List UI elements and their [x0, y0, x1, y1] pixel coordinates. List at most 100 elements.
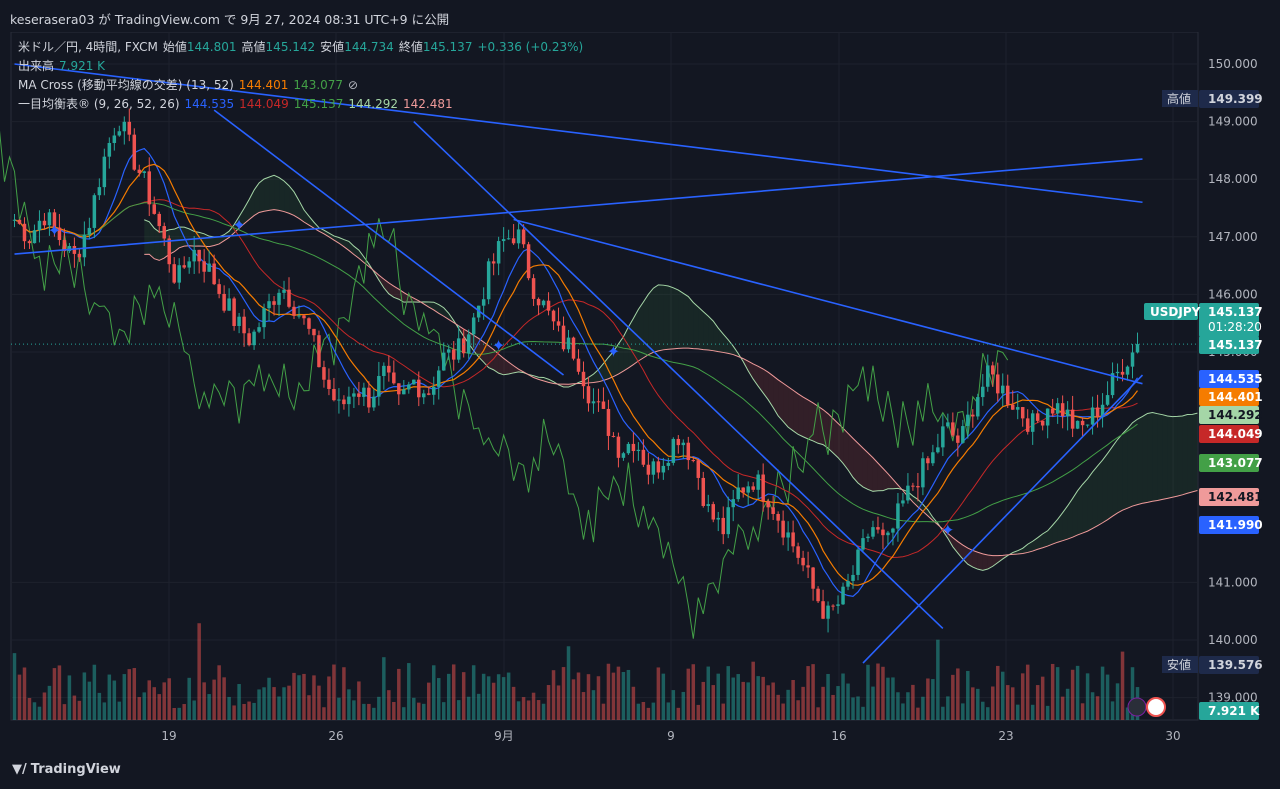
high-value: 145.142 [265, 40, 316, 54]
symbol-legend[interactable]: 米ドル／円, 4時間, FXCM 始値144.801 高値145.142 安値144.… [18, 38, 588, 55]
cloud-segment [284, 181, 290, 214]
trendline[interactable] [413, 121, 944, 630]
cloud-segment [338, 237, 344, 247]
time-label: 23 [998, 729, 1013, 743]
ma-cross-legend[interactable]: MA Cross (移動平均線の交差) (13, 52) 144.401 143.0… [18, 76, 363, 93]
volume-bar [726, 666, 730, 720]
volume-bar [776, 694, 780, 720]
cloud-segment [798, 393, 804, 437]
tradingview-logo[interactable]: ▼/TradingView [12, 762, 121, 777]
cloud-segment [693, 302, 699, 349]
volume-bar [237, 684, 241, 720]
volume-bar [576, 672, 581, 720]
volume-legend[interactable]: 出来高 7.921 K [18, 57, 110, 74]
candle-body [696, 460, 701, 478]
cloud-segment [618, 336, 624, 375]
cloud-segment [957, 541, 963, 560]
cloud-segment [658, 284, 664, 351]
cloud-segment [1047, 525, 1053, 547]
cloud-segment [593, 369, 599, 383]
candle-body [1005, 385, 1010, 405]
volume-bar [911, 684, 915, 720]
ichimoku-conversion-line [14, 147, 1138, 597]
trendline[interactable] [862, 374, 1144, 664]
cloud-segment [1117, 433, 1123, 513]
countdown-tag: 01:28:20 [1208, 320, 1262, 334]
candle-body [906, 485, 910, 501]
candle-body [1085, 424, 1090, 426]
cloud-segment [1082, 478, 1088, 534]
volume-bar [786, 689, 790, 720]
cloud-segment [1062, 505, 1068, 541]
volume-bar [466, 696, 471, 720]
volume-bar [247, 701, 251, 720]
candle-body [37, 220, 42, 231]
volume-bar [936, 639, 940, 720]
volume-bar [541, 703, 546, 720]
time-axis[interactable]: 19 26 9月 9 16 23 30 [161, 729, 1180, 743]
candle-body [137, 169, 142, 173]
candle-body [716, 517, 720, 520]
volume-bar [142, 692, 147, 720]
change-value: +0.336 (+0.23%) [477, 40, 584, 54]
cloud-segment [1127, 422, 1133, 509]
cloud-segment [1037, 533, 1043, 550]
symbol-name: 米ドル／円, 4時間, FXCM [18, 40, 158, 54]
volume-bar [222, 677, 226, 720]
cloud-segment [174, 227, 180, 252]
trendline[interactable] [513, 218, 1143, 385]
candle-body [456, 338, 461, 360]
candle-body [102, 156, 107, 188]
candle-body [247, 333, 251, 346]
cloud-segment [393, 286, 399, 300]
volume-bar [716, 673, 720, 720]
cloud-segment [833, 418, 839, 458]
candle-body [62, 240, 67, 252]
price-tick-label: 147.000 [1208, 230, 1258, 244]
cloud-segment [1022, 544, 1028, 554]
ichimoku-legend[interactable]: 一目均衡表® (9, 26, 52, 26) 144.535 144.049 145.… [18, 95, 458, 112]
volume-bar [751, 661, 755, 720]
volume-bar [561, 667, 566, 720]
volume-bar [1025, 664, 1030, 720]
cloud-segment [1017, 548, 1023, 555]
price-tag-bg [1199, 454, 1259, 472]
cloud-segment [838, 423, 844, 464]
candle-body [601, 401, 606, 409]
cloud-segment [1162, 414, 1168, 500]
volume-bar [97, 692, 102, 720]
price-tag: 144.049 [1208, 427, 1263, 441]
cloud-segment [1187, 414, 1193, 494]
trendline[interactable] [14, 63, 1143, 204]
volume-bar [297, 675, 301, 720]
volume-bar [676, 707, 681, 720]
cloud-segment [778, 379, 784, 422]
volume-bar [616, 666, 621, 720]
cloud-segment [1182, 414, 1188, 495]
candle-body [1045, 408, 1050, 426]
candle-body [741, 487, 745, 493]
candle-body [1090, 407, 1095, 425]
candle-body [911, 485, 915, 487]
candle-body [941, 426, 945, 448]
candle-body [1125, 366, 1130, 375]
candle-body [441, 352, 446, 371]
cloud-segment [688, 296, 694, 349]
price-tag: 145.137 [1208, 338, 1263, 352]
candle-body [516, 229, 521, 244]
candle-body [701, 477, 706, 506]
candle-body [1025, 418, 1030, 432]
volume-bar [526, 700, 531, 720]
hidden-icon[interactable]: ⊘ [348, 78, 359, 92]
candle-body [656, 461, 661, 473]
trendline[interactable] [213, 109, 565, 376]
trendline[interactable] [14, 158, 1143, 255]
volume-bar [811, 664, 815, 720]
symbol-tag-bg [1144, 303, 1198, 320]
volume-bar [681, 691, 686, 720]
price-axis[interactable]: 150.000149.000148.000147.000146.000145.0… [1208, 57, 1258, 705]
volume-bar [626, 669, 631, 720]
trendlines[interactable] [11, 63, 1198, 664]
candle-body [556, 321, 561, 326]
